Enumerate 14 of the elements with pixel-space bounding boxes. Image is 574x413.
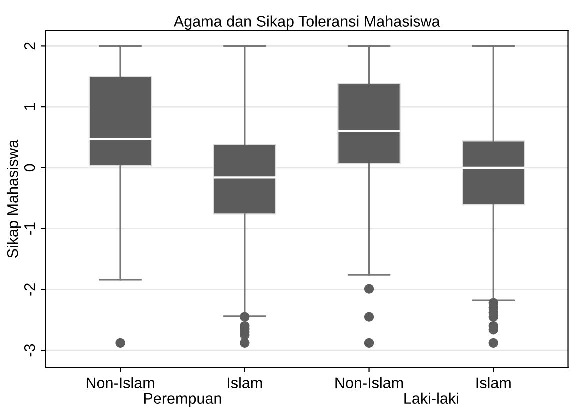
y-tick-label: -3: [24, 344, 36, 357]
y-tick-label: -1: [24, 222, 36, 235]
text: Laki-laki: [404, 392, 458, 404]
x-tick-label: Non-Islam: [86, 377, 154, 389]
x-tick-label: Islam: [228, 377, 262, 389]
chart-title: Agama dan Sikap Toleransi Mahasiswa: [174, 16, 440, 30]
y-axis-title: Sikap Mahasiswa: [7, 140, 22, 258]
y-tick-label: 2: [24, 42, 36, 50]
text: Perempuan: [144, 393, 222, 408]
y-tick-label: 1: [24, 104, 36, 110]
x-tick-label: Non-Islam: [336, 377, 404, 389]
x-tick-label: Islam: [476, 377, 511, 389]
y-tick-label: -2: [24, 284, 36, 296]
y-tick-label: 0: [24, 164, 36, 172]
